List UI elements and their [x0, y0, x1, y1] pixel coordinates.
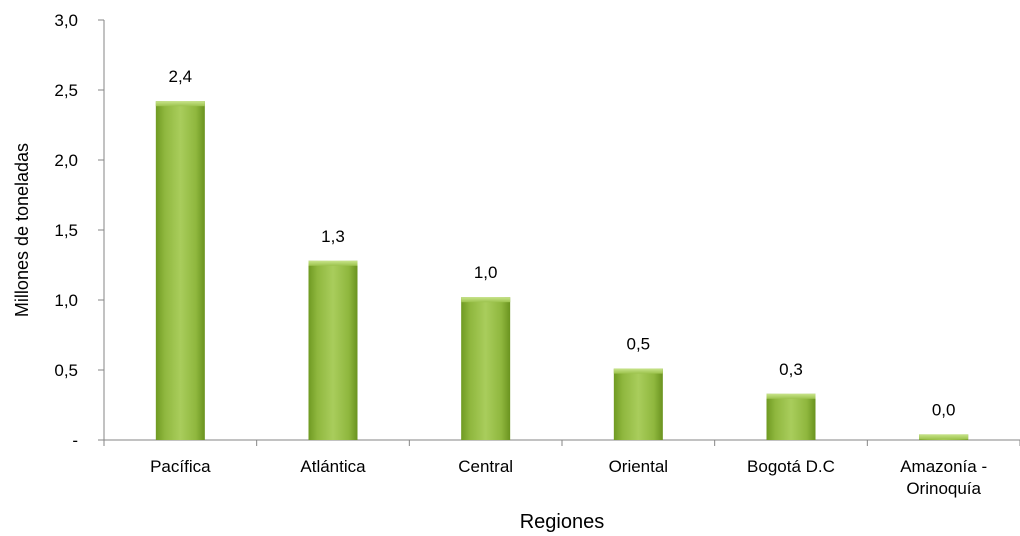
- bar-group: [155, 101, 205, 440]
- bar-top-highlight: [461, 297, 511, 303]
- y-tick-label: 3,0: [54, 11, 78, 30]
- data-label: 1,3: [321, 227, 345, 246]
- category-label: Bogotá D.C: [747, 457, 835, 476]
- bar-group: [461, 297, 511, 440]
- y-tick-label: 2,5: [54, 81, 78, 100]
- y-tick-label: 1,5: [54, 221, 78, 240]
- data-label: 1,0: [474, 263, 498, 282]
- bar: [155, 101, 205, 440]
- bar-top-highlight: [613, 368, 663, 374]
- bar: [766, 393, 816, 440]
- bar: [613, 368, 663, 440]
- category-label: Pacífica: [150, 457, 211, 476]
- category-label: Orinoquía: [906, 479, 981, 498]
- bar-group: [308, 260, 358, 440]
- bar: [308, 260, 358, 440]
- y-tick-label: 1,0: [54, 291, 78, 310]
- category-label: Atlántica: [300, 457, 366, 476]
- y-axis-title: Millones de toneladas: [12, 143, 32, 317]
- data-label: 0,3: [779, 360, 803, 379]
- y-tick-label: 2,0: [54, 151, 78, 170]
- data-label: 0,0: [932, 400, 956, 419]
- y-tick-label: -: [72, 431, 78, 450]
- bar-top-highlight: [766, 393, 816, 399]
- x-axis-title: Regiones: [520, 511, 605, 533]
- data-label: 2,4: [169, 67, 193, 86]
- category-label: Central: [458, 457, 513, 476]
- bar-group: [766, 393, 816, 440]
- category-label: Oriental: [609, 457, 669, 476]
- y-tick-label: 0,5: [54, 361, 78, 380]
- bar-top-highlight: [155, 101, 205, 107]
- bar-group: [613, 368, 663, 440]
- data-label: 0,5: [627, 335, 651, 354]
- bar-top-highlight: [919, 434, 969, 440]
- bar-top-highlight: [308, 260, 358, 266]
- category-label: Amazonía -: [900, 457, 987, 476]
- bar: [461, 297, 511, 440]
- bar-group: [919, 434, 969, 440]
